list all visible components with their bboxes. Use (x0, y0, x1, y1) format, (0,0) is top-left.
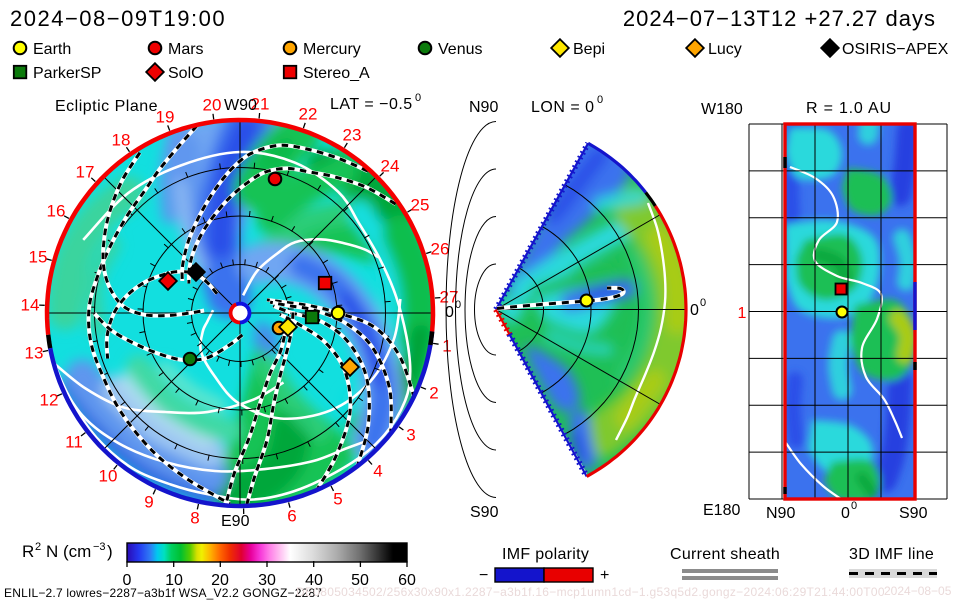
svg-text:1: 1 (738, 305, 747, 322)
svg-text:2024−08−09T19:00: 2024−08−09T19:00 (10, 6, 226, 31)
svg-text:0: 0 (700, 297, 706, 309)
svg-text:SolO: SolO (168, 65, 204, 82)
svg-text:0: 0 (445, 304, 454, 321)
svg-text:0: 0 (415, 92, 421, 104)
svg-text:10: 10 (99, 466, 118, 485)
svg-text:9: 9 (144, 492, 153, 511)
svg-text:22: 22 (299, 104, 318, 123)
svg-text:−: − (479, 567, 488, 584)
svg-text:18: 18 (112, 130, 131, 149)
svg-text:6: 6 (287, 506, 296, 525)
svg-text:N90: N90 (766, 505, 795, 522)
svg-text:13: 13 (25, 343, 44, 362)
svg-text:E90: E90 (221, 513, 250, 530)
svg-text:Stereo_A: Stereo_A (303, 65, 370, 82)
svg-text:Earth: Earth (33, 41, 71, 58)
svg-text:16: 16 (47, 201, 66, 220)
svg-text:): ) (107, 542, 113, 561)
svg-text:0: 0 (597, 94, 603, 106)
svg-text:LAT = −0.5: LAT = −0.5 (330, 96, 413, 113)
svg-text:S90: S90 (470, 504, 499, 521)
svg-text:40: 40 (305, 572, 323, 589)
svg-text:E180: E180 (703, 502, 740, 519)
svg-text:27: 27 (440, 287, 459, 306)
svg-text:Current sheath: Current sheath (670, 546, 780, 563)
svg-text:OSIRIS−APEX: OSIRIS−APEX (842, 41, 949, 58)
svg-text:N (cm: N (cm (46, 542, 91, 561)
svg-text:23: 23 (343, 125, 362, 144)
svg-text:0: 0 (841, 505, 850, 522)
svg-text:IMF polarity: IMF polarity (502, 546, 589, 563)
svg-text:ENLIL−2.7 lowres−2287−a3b1f WS: ENLIL−2.7 lowres−2287−a3b1f WSA_V2.2 GON… (4, 586, 322, 600)
svg-text:10: 10 (165, 572, 183, 589)
svg-text:24: 24 (381, 156, 400, 175)
svg-text:15: 15 (29, 247, 48, 266)
svg-text:DE0805034502/256x30x90x1.2287−: DE0805034502/256x30x90x1.2287−a3b1f.16−m… (296, 585, 885, 599)
svg-text:W90: W90 (224, 97, 257, 114)
svg-text:26: 26 (431, 239, 450, 258)
svg-text:0: 0 (455, 299, 461, 311)
svg-text:5: 5 (333, 489, 342, 508)
svg-text:R: R (22, 542, 34, 561)
svg-text:Lucy: Lucy (708, 41, 742, 58)
svg-text:2024−07−13T12 +27.27 days: 2024−07−13T12 +27.27 days (623, 6, 936, 31)
svg-text:17: 17 (76, 162, 95, 181)
svg-text:Mars: Mars (168, 41, 204, 58)
svg-text:−3: −3 (93, 541, 106, 553)
svg-text:20: 20 (211, 572, 229, 589)
svg-text:W180: W180 (701, 101, 743, 118)
svg-text:25: 25 (411, 195, 430, 214)
svg-text:Mercury: Mercury (303, 41, 361, 58)
svg-text:R = 1.0 AU: R = 1.0 AU (806, 100, 892, 117)
svg-text:60: 60 (398, 572, 416, 589)
svg-text:Venus: Venus (438, 41, 482, 58)
svg-text:3D IMF line: 3D IMF line (849, 546, 934, 563)
svg-text:ParkerSP: ParkerSP (33, 65, 101, 82)
svg-text:N90: N90 (469, 99, 498, 116)
svg-text:14: 14 (21, 295, 40, 314)
svg-text:4: 4 (373, 461, 382, 480)
svg-text:2024−08−05: 2024−08−05 (884, 584, 952, 598)
svg-text:30: 30 (258, 572, 276, 589)
svg-text:12: 12 (40, 390, 59, 409)
svg-text:8: 8 (190, 508, 199, 527)
svg-text:LON = 0: LON = 0 (531, 99, 595, 116)
svg-text:2: 2 (429, 383, 438, 402)
svg-text:21: 21 (251, 94, 270, 113)
svg-text:20: 20 (203, 95, 222, 114)
svg-text:0: 0 (690, 302, 699, 319)
svg-text:2: 2 (35, 541, 41, 553)
svg-text:Bepi: Bepi (573, 41, 605, 58)
svg-text:+: + (600, 567, 609, 584)
svg-text:0: 0 (123, 572, 132, 589)
svg-text:19: 19 (156, 107, 175, 126)
svg-text:S90: S90 (899, 505, 928, 522)
svg-text:11: 11 (65, 432, 83, 451)
svg-text:Ecliptic Plane: Ecliptic Plane (55, 98, 158, 115)
svg-text:50: 50 (351, 572, 369, 589)
svg-text:0: 0 (851, 500, 857, 512)
svg-text:3: 3 (406, 425, 415, 444)
